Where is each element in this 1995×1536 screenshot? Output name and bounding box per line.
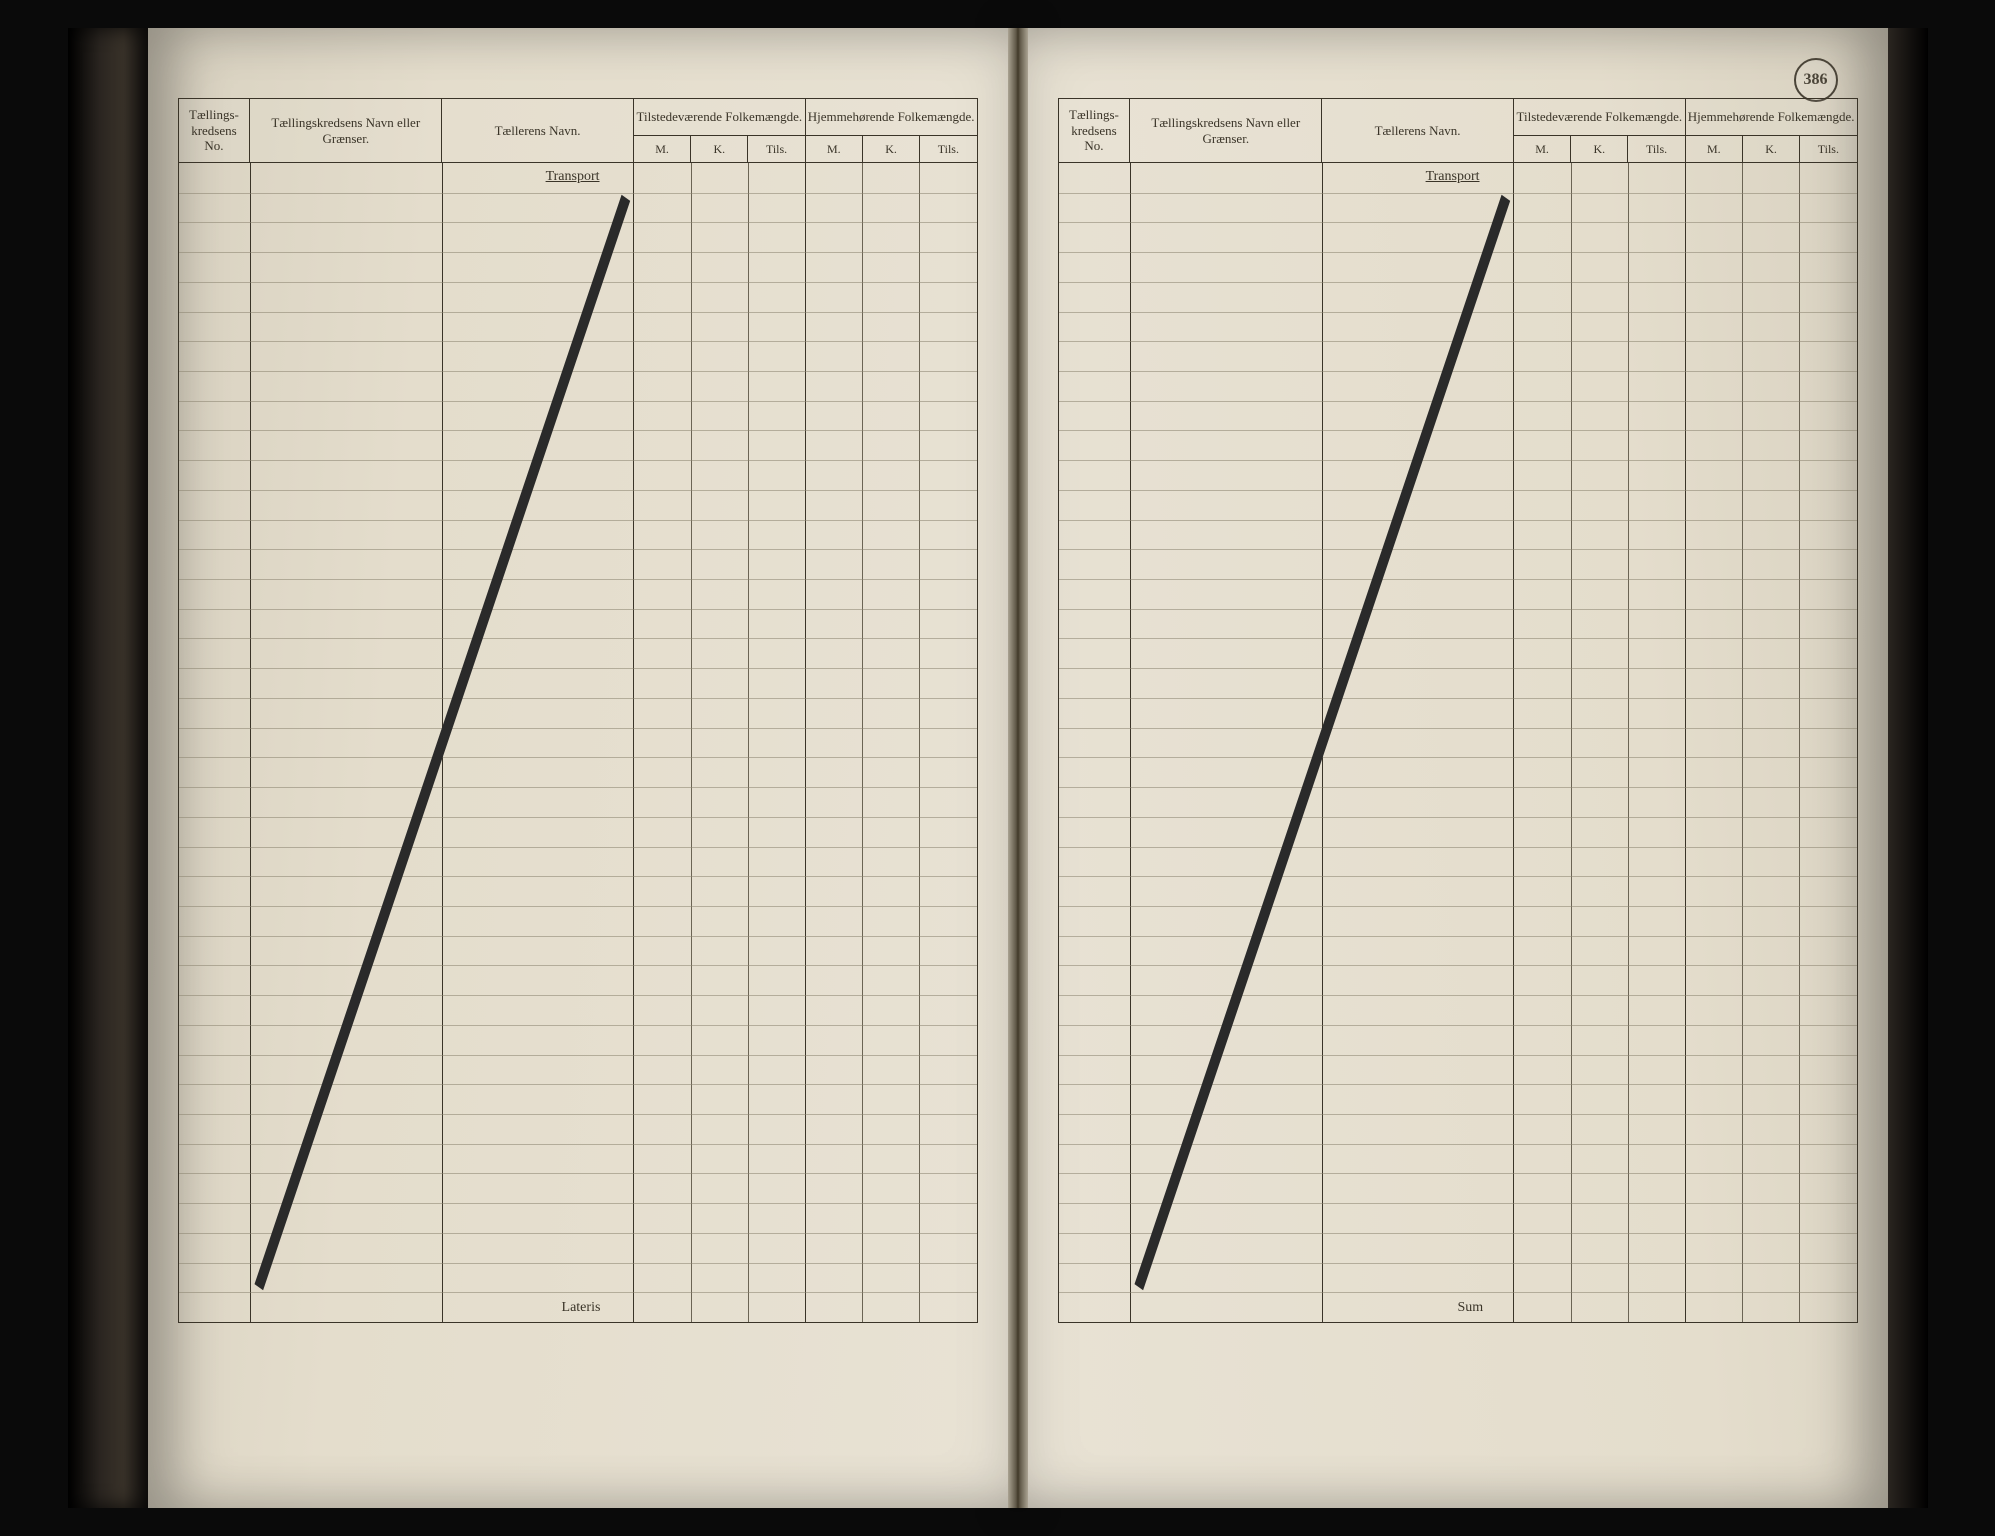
book-spine <box>68 28 148 1508</box>
col-header-tilstede: Tilstedeværende Folkemængde. <box>1513 99 1685 136</box>
ledger-table-left: Tællings- kredsens No. Tællingskredsens … <box>178 98 978 1378</box>
col-header-navn: Tællingskredsens Navn eller Grænser. <box>1130 99 1322 163</box>
book-spread: Tællings- kredsens No. Tællingskredsens … <box>68 28 1928 1508</box>
label-sum: Sum <box>1458 1300 1484 1316</box>
col-sub-k: K. <box>862 135 919 162</box>
col-header-tilstede: Tilstedeværende Folkemængde. <box>633 99 805 136</box>
strike-diagonal <box>179 163 977 1322</box>
col-sub-tils: Tils. <box>748 135 805 162</box>
label-lateris: Lateris <box>562 1300 601 1316</box>
label-transport: Transport <box>546 169 600 185</box>
col-sub-k: K. <box>691 135 748 162</box>
col-header-navn: Tællingskredsens Navn eller Grænser. <box>250 99 442 163</box>
col-header-hjemme: Hjemmehørende Folkemængde. <box>805 99 977 136</box>
label-transport: Transport <box>1426 169 1480 185</box>
table-header: Tællings- kredsens No. Tællingskredsens … <box>1058 98 1858 163</box>
col-sub-m: M. <box>1685 135 1742 162</box>
ledger-page-right: 386 Tællings- kredsens No. Tællingskreds… <box>1028 28 1888 1508</box>
col-header-hjemme: Hjemmehørende Folkemængde. <box>1685 99 1857 136</box>
annotations: Transport Lateris <box>179 163 977 1322</box>
col-sub-tils: Tils. <box>1800 135 1857 162</box>
col-header-taeller: Tællerens Navn. <box>1322 99 1514 163</box>
table-header: Tællings- kredsens No. Tællingskredsens … <box>178 98 978 163</box>
col-header-taeller: Tællerens Navn. <box>442 99 634 163</box>
vertical-rules <box>179 163 977 1322</box>
col-sub-k: K. <box>1571 135 1628 162</box>
book-edge <box>1888 28 1928 1508</box>
book-gutter <box>1008 28 1028 1508</box>
page-number-stamp: 386 <box>1794 58 1838 102</box>
table-body: Transport Lateris <box>178 163 978 1323</box>
annotations: Transport Sum <box>1059 163 1857 1322</box>
strike-diagonal <box>1059 163 1857 1322</box>
col-header-no: Tællings- kredsens No. <box>1058 99 1130 163</box>
col-sub-m: M. <box>1513 135 1570 162</box>
col-sub-tils: Tils. <box>920 135 977 162</box>
col-sub-m: M. <box>805 135 862 162</box>
col-sub-tils: Tils. <box>1628 135 1685 162</box>
col-sub-m: M. <box>633 135 690 162</box>
col-header-no: Tællings- kredsens No. <box>178 99 250 163</box>
horizontal-rules <box>1059 163 1857 1322</box>
table-body: Transport Sum <box>1058 163 1858 1323</box>
ledger-page-left: Tællings- kredsens No. Tællingskredsens … <box>148 28 1008 1508</box>
vertical-rules <box>1059 163 1857 1322</box>
horizontal-rules <box>179 163 977 1322</box>
ledger-table-right: Tællings- kredsens No. Tællingskredsens … <box>1058 98 1858 1378</box>
col-sub-k: K. <box>1742 135 1799 162</box>
